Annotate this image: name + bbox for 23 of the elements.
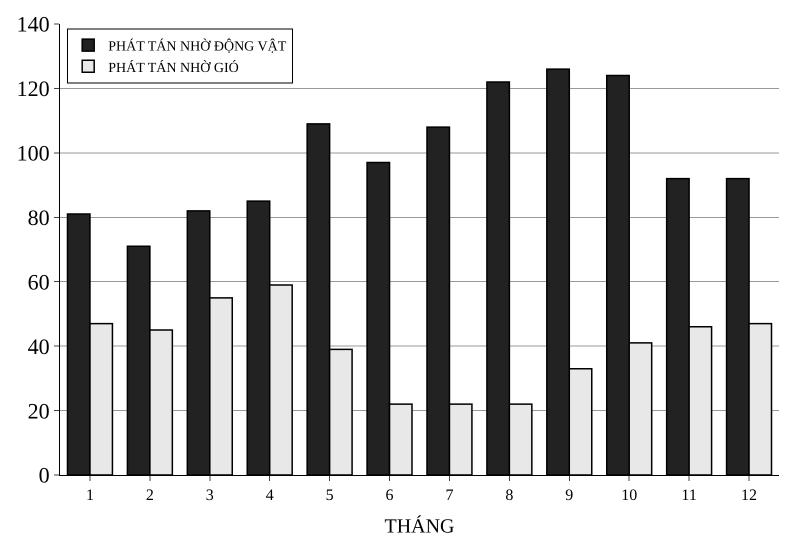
x-tick-label: 6 xyxy=(386,487,394,504)
x-tick-label: 12 xyxy=(741,487,758,504)
x-tick-label: 5 xyxy=(326,487,334,504)
y-tick-label: 140 xyxy=(16,12,50,37)
y-tick-label: 20 xyxy=(28,398,50,424)
x-tick-label: 4 xyxy=(266,487,274,504)
legend-label: PHÁT TÁN NHỜ GIÓ xyxy=(108,58,239,76)
y-tick-label: 40 xyxy=(28,334,50,359)
x-tick-label: 11 xyxy=(681,487,697,504)
y-tick-label: 100 xyxy=(16,140,50,166)
x-tick-label: 2 xyxy=(146,487,154,504)
x-tick-label: 3 xyxy=(206,487,214,504)
y-tick-label: 120 xyxy=(16,76,50,102)
legend-label: PHÁT TÁN NHỜ ĐỘNG VẬT xyxy=(108,38,287,55)
y-tick-label: 80 xyxy=(28,204,50,230)
x-axis-title: THÁNG xyxy=(384,514,454,538)
x-tick-label: 1 xyxy=(86,487,94,504)
y-tick-label: 0 xyxy=(38,462,50,488)
x-tick-label: 9 xyxy=(565,487,574,504)
x-tick-label: 10 xyxy=(621,487,638,504)
x-tick-label: 7 xyxy=(445,487,454,504)
y-tick-label: 60 xyxy=(28,269,50,294)
x-tick-label: 8 xyxy=(505,487,514,504)
